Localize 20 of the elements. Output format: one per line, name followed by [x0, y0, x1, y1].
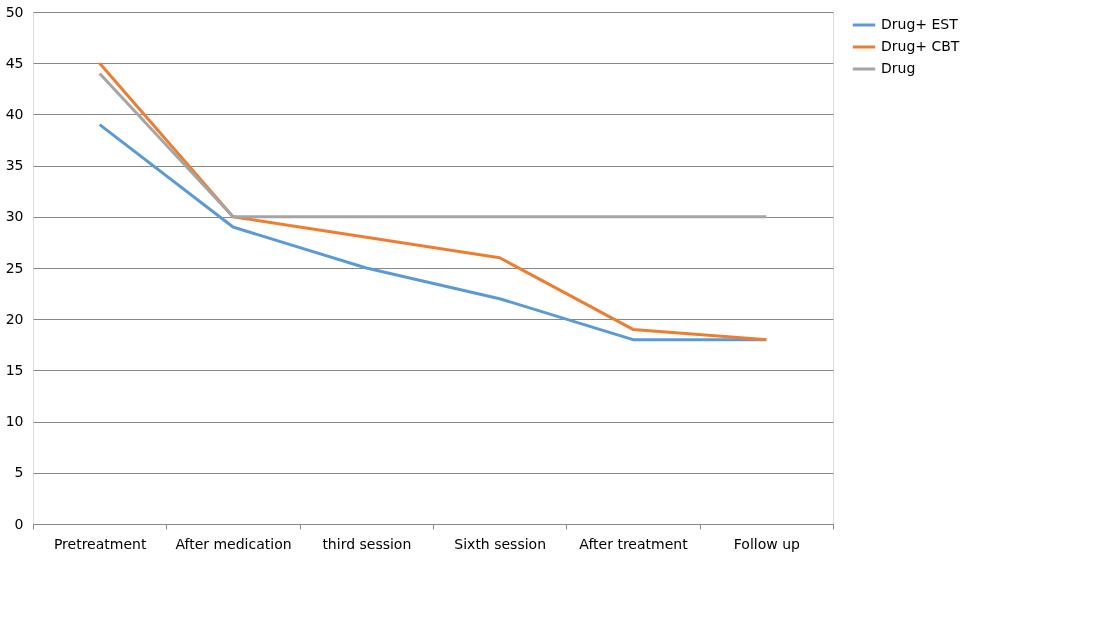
y-tick-label: 40 — [5, 105, 24, 122]
y-tick-label: 5 — [14, 464, 24, 481]
y-tick-label: 15 — [5, 361, 24, 378]
legend-label: Drug+ CBT — [881, 38, 960, 54]
y-tick-label: 20 — [5, 310, 24, 327]
y-tick-label: 25 — [5, 259, 24, 276]
y-tick-label: 10 — [5, 413, 24, 430]
legend-label: Drug+ EST — [881, 16, 959, 32]
legend-label: Drug — [881, 60, 916, 76]
x-tick-label: Follow up — [733, 535, 801, 552]
y-tick-label: 45 — [5, 54, 24, 71]
x-tick-label: third session — [322, 535, 412, 552]
y-tick-label: 50 — [5, 3, 24, 20]
y-tick-label: 30 — [5, 208, 24, 225]
y-tick-label: 35 — [5, 157, 24, 174]
x-tick-label: After treatment — [579, 535, 689, 552]
x-tick-label: Sixth session — [454, 535, 547, 552]
x-tick-label: Pretreatment — [53, 535, 147, 552]
x-tick-label: After medication — [175, 535, 292, 552]
y-tick-label: 0 — [14, 515, 24, 532]
